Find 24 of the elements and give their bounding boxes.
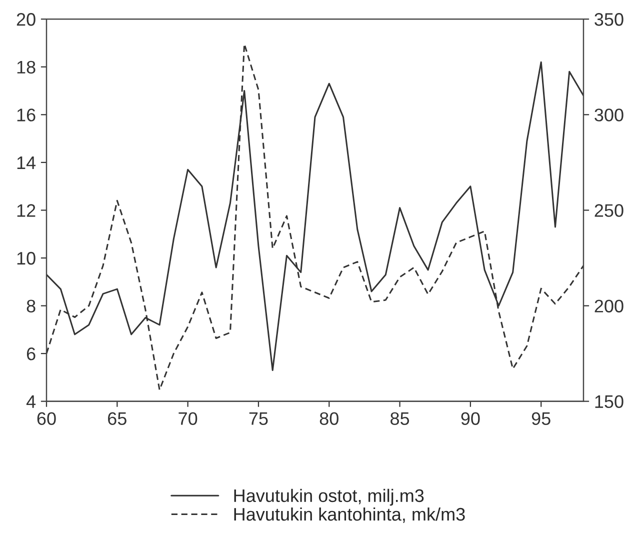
legend-label: Havutukin kantohinta, mk/m3: [234, 507, 465, 523]
y2-tick-label: 350: [594, 13, 624, 26]
y-tick-label: 10: [17, 252, 36, 265]
x-tick-label: 90: [461, 412, 480, 425]
y2-tick-label: 250: [594, 204, 624, 217]
x-tick-label: 95: [532, 412, 550, 425]
y-tick-label: 20: [16, 13, 36, 26]
x-tick-label: 60: [37, 412, 56, 425]
y-tick-label: 16: [17, 108, 36, 122]
x-tick-label: 80: [320, 412, 338, 425]
y2-tick-label: 300: [594, 108, 624, 122]
legend-label: Havutukin ostot, milj.m3: [234, 488, 424, 506]
y-tick-label: 14: [17, 156, 36, 169]
y-tick-label: 8: [26, 300, 36, 312]
x-tick-label: 70: [178, 412, 198, 425]
y-tick-label: 18: [17, 60, 36, 74]
y-tick-label: 12: [17, 204, 36, 217]
x-tick-label: 85: [390, 412, 410, 425]
y2-tick-label: 200: [594, 300, 624, 312]
y-tick-label: 6: [26, 347, 36, 360]
y-tick-label: 4: [26, 395, 36, 408]
x-tick-label: 65: [108, 412, 126, 425]
y2-tick-label: 150: [595, 395, 624, 408]
x-tick-label: 75: [249, 412, 268, 425]
